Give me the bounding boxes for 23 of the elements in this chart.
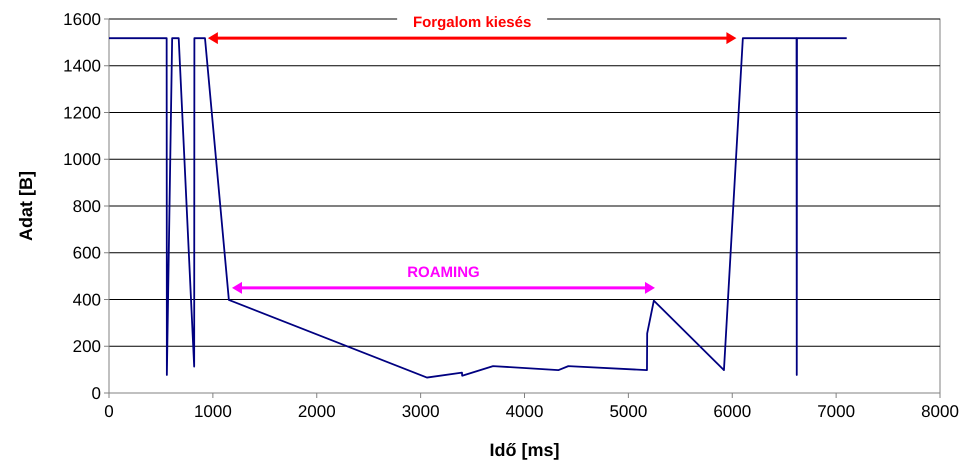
annotation: ROAMING (407, 264, 480, 281)
x-tick-label: 0 (104, 402, 114, 421)
x-tick-label: 7000 (817, 402, 856, 421)
y-tick-label: 600 (72, 244, 101, 263)
y-tick-label: 1000 (63, 150, 101, 170)
x-tick-label: 6000 (713, 402, 752, 421)
x-tick-label: 4000 (506, 402, 544, 421)
y-tick-label: 1200 (63, 103, 101, 122)
x-tick-label: 3000 (402, 402, 440, 421)
annotation: Forgalom kiesés (412, 14, 532, 32)
y-tick-label: 200 (72, 337, 101, 356)
line-series (108, 37, 848, 378)
y-tick-label: 1400 (63, 56, 101, 76)
x-tick-label: 2000 (298, 402, 336, 421)
y-tick-label: 1600 (63, 10, 101, 29)
x-tick-label: 5000 (609, 402, 648, 421)
x-tick-label: 1000 (194, 402, 232, 421)
y-tick-label: 0 (92, 384, 101, 403)
y-axis-title: Adat [B] (16, 171, 36, 241)
y-tick-label: 800 (72, 196, 101, 216)
x-axis-title: Idő [ms] (490, 440, 560, 460)
x-tick-label: 8000 (921, 402, 959, 421)
y-tick-label: 400 (72, 290, 101, 310)
